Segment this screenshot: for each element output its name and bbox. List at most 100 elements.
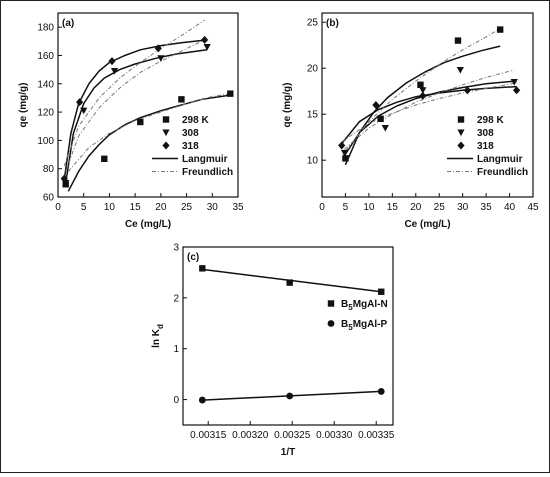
y-tick-label: 25: [307, 18, 319, 29]
legend-text-main: B: [341, 319, 348, 330]
y-tick-label: 20: [307, 64, 319, 75]
x-tick-label: 0.00320: [232, 430, 269, 441]
x-tick-label: 45: [527, 202, 539, 213]
data-point-2: [338, 141, 346, 150]
x-tick-label: 0: [55, 202, 61, 213]
legend-marker-0: [327, 300, 335, 307]
y-tick-label: 60: [43, 193, 55, 204]
x-tick-label: 30: [457, 202, 469, 213]
data-point-0: [286, 279, 293, 286]
langmuir-fit-line-1: [64, 49, 208, 183]
data-point-2: [60, 174, 68, 183]
x-tick-label: 15: [130, 202, 142, 213]
x-tick-label: 0.00330: [316, 430, 353, 441]
data-point-1: [456, 67, 464, 74]
y-tick-label: 2: [173, 293, 179, 304]
langmuir-fit-line-0: [344, 45, 501, 166]
panel-label: (a): [62, 18, 74, 29]
y-axis-label: qe (mg/g): [282, 83, 293, 128]
data-point-1: [286, 392, 294, 400]
y-tick-label: 1: [173, 344, 179, 355]
chart-panel-2: 0.00315 0.00320 0.00325 0.00330 0.00335 0 1 2 3 (…: [151, 243, 395, 459]
x-tick-label: 40: [504, 202, 516, 213]
legend-marker-1: [457, 129, 465, 137]
legend-entry: Freundlich: [182, 167, 233, 178]
data-point-2: [419, 91, 427, 100]
legend-marker-0: [457, 116, 465, 123]
y-tick-label: 180: [37, 23, 54, 34]
x-tick-label: 25: [181, 202, 193, 213]
plot-frame: [321, 12, 534, 198]
y-axis-label-main: ln K: [151, 328, 162, 348]
data-point-1: [381, 125, 389, 132]
data-point-2: [154, 44, 162, 53]
data-point-2: [200, 35, 209, 44]
x-tick-label: 30: [207, 202, 219, 213]
y-axis-label: qe (mg/g): [18, 83, 29, 128]
x-tick-label: 5: [81, 202, 87, 213]
y-tick-label: 0: [173, 395, 179, 406]
legend-text-rest: MgAl-N: [353, 299, 388, 310]
legend-entry: 318: [182, 141, 199, 152]
freundlich-fit-line-1: [344, 69, 515, 150]
data-point-1: [377, 388, 385, 395]
legend-text-rest: MgAl-P: [353, 319, 388, 330]
data-point-1: [340, 149, 349, 157]
legend-entry: Freundlich: [477, 167, 528, 178]
legend-text-main: B: [341, 299, 348, 310]
data-point-0: [137, 118, 144, 126]
x-axis-label: 1/T: [281, 447, 295, 458]
x-tick-label: 35: [232, 202, 244, 213]
y-tick-label: 140: [37, 79, 54, 90]
data-point-0: [378, 288, 385, 295]
y-tick-label: 80: [43, 164, 55, 175]
legend-entry: 308: [477, 128, 494, 139]
chart-panel-0: 0 5 10 15 20 25 30 35 60 80 100 120 140 160 180 (a) Ce (…: [18, 12, 244, 230]
x-tick-label: 5: [343, 202, 349, 213]
x-tick-label: 0.00325: [274, 430, 311, 441]
data-point-2: [76, 98, 84, 107]
freundlich-fit-line-2: [63, 19, 205, 167]
data-point-0: [496, 26, 504, 33]
legend-entry: 298 K: [182, 115, 209, 126]
legend-marker-2: [457, 141, 465, 150]
legend-entry: Langmuir: [477, 154, 523, 165]
data-point-0: [178, 96, 185, 103]
data-point-0: [199, 265, 206, 272]
data-point-0: [342, 155, 349, 162]
x-axis-label: Ce (mg/L): [404, 219, 450, 230]
x-tick-label: 0: [319, 202, 325, 213]
y-tick-label: 160: [37, 51, 54, 62]
freundlich-fit-line-0: [345, 28, 501, 152]
x-tick-label: 15: [387, 202, 399, 213]
chart-panel-1: 0 5 10 15 20 25 30 35 40 45 10 15 20 25 (b) Ce (mg/L) qe…: [282, 12, 539, 230]
langmuir-fit-line-2: [341, 85, 517, 145]
legend-entry: Langmuir: [182, 154, 228, 165]
legend-entry: 318: [477, 141, 494, 152]
y-axis-label-subscript: d: [156, 324, 165, 329]
y-tick-label: 120: [37, 108, 54, 119]
y-axis-label: ln Kd: [151, 324, 165, 348]
data-point-0: [454, 37, 462, 44]
data-point-0: [377, 115, 384, 122]
data-point-1: [110, 68, 119, 75]
x-tick-label: 20: [410, 202, 422, 213]
data-point-1: [510, 79, 518, 86]
data-point-1: [198, 396, 206, 404]
plot-frame: [57, 12, 239, 198]
data-point-1: [203, 43, 211, 51]
x-tick-label: 0.00335: [358, 430, 395, 441]
plot-frame: [182, 246, 394, 426]
legend-marker-2: [162, 141, 170, 150]
data-point-1: [419, 87, 427, 94]
langmuir-fit-line-1: [343, 80, 515, 157]
panel-label: (c): [187, 252, 199, 263]
data-point-2: [512, 86, 521, 95]
legend-marker-0: [162, 116, 170, 123]
data-point-1: [80, 107, 88, 115]
y-tick-label: 15: [307, 110, 319, 121]
x-tick-label: 10: [363, 202, 375, 213]
legend-entry: B5MgAl-P: [341, 319, 387, 332]
data-point-1: [157, 55, 165, 62]
